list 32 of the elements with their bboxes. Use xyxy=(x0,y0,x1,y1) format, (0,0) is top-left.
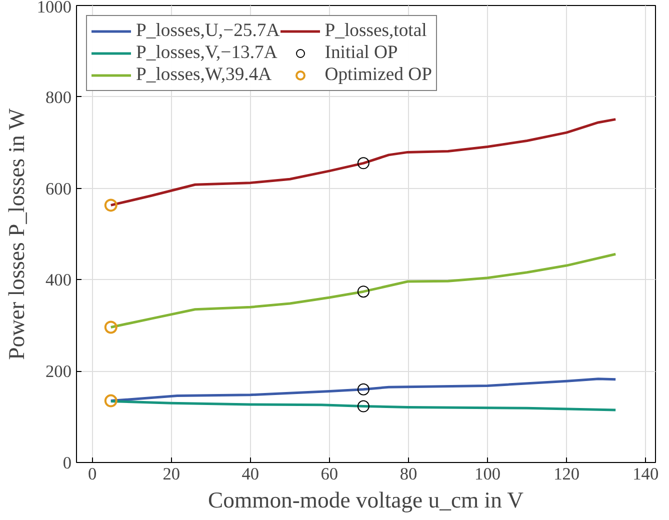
x-tick-label: 120 xyxy=(554,464,580,484)
point xyxy=(357,383,370,396)
y-tick-label: 200 xyxy=(46,362,72,382)
point xyxy=(104,198,118,212)
line-series xyxy=(110,252,617,328)
x-tick-label: 80 xyxy=(400,464,418,484)
y-tick-label: 600 xyxy=(46,179,72,198)
x-tick-label: 0 xyxy=(88,464,97,484)
legend-label: P_losses,V,−13.7A xyxy=(136,42,278,64)
point xyxy=(104,320,118,334)
point xyxy=(357,400,370,412)
point xyxy=(357,157,370,170)
y-tick-label: 400 xyxy=(46,270,72,290)
legend-label: Optimized OP xyxy=(324,64,432,86)
x-axis-title: Common-mode voltage u_cm in V xyxy=(208,488,524,512)
legend-label: P_losses,U,−25.7A xyxy=(136,20,280,42)
line-series xyxy=(110,118,617,206)
y-tick-label: 800 xyxy=(46,88,72,107)
x-tick-label: 20 xyxy=(162,464,180,484)
point xyxy=(104,394,118,408)
line-series xyxy=(110,378,617,402)
legend-label: P_losses,W,39.4A xyxy=(136,64,272,86)
line-series xyxy=(110,400,617,412)
point xyxy=(357,286,370,298)
legend-label: Initial OP xyxy=(324,42,398,64)
legend-label: P_losses,total xyxy=(324,20,427,42)
y-tick-label: 1000 xyxy=(36,0,72,16)
x-tick-label: 140 xyxy=(632,464,659,484)
x-tick-label: 60 xyxy=(320,464,338,484)
y-axis-title: Power losses P_losses in W xyxy=(4,108,29,360)
x-tick-label: 40 xyxy=(242,464,260,484)
x-tick-label: 100 xyxy=(474,464,501,484)
